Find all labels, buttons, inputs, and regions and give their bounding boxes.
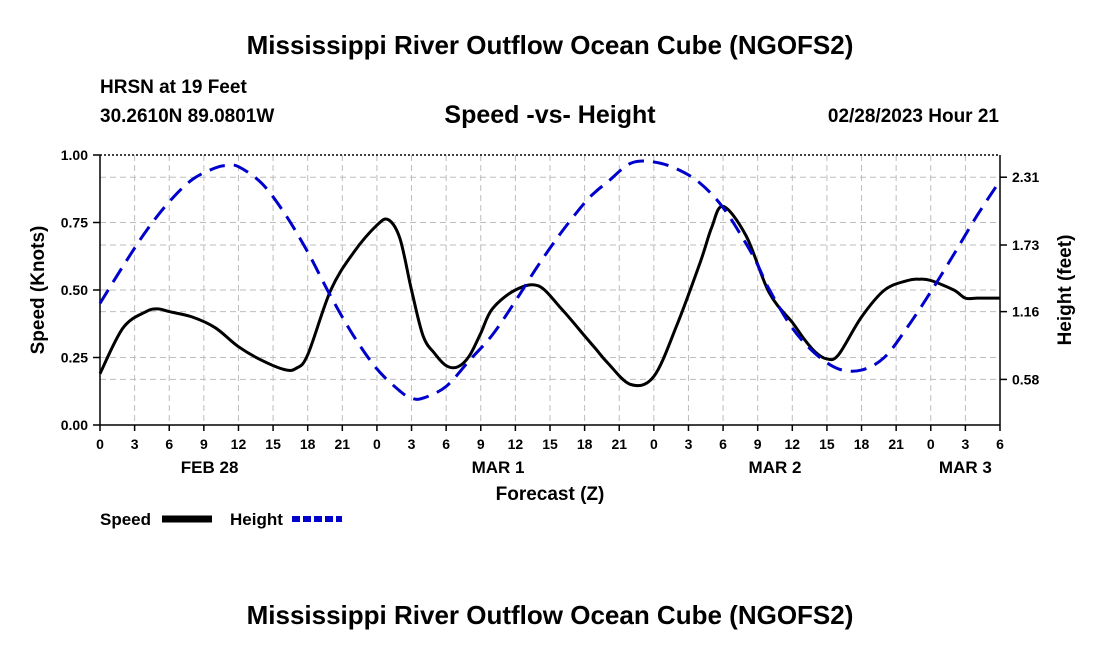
date-label: MAR 1 [472,458,525,477]
x-tick-label: 18 [577,436,593,452]
x-tick-label: 9 [477,436,485,452]
x-tick-label: 3 [685,436,693,452]
date-label: MAR 3 [939,458,992,477]
x-tick-label: 6 [442,436,450,452]
x-tick-label: 9 [754,436,762,452]
x-tick-label: 0 [927,436,935,452]
x-tick-label: 12 [231,436,247,452]
x-tick-label: 6 [996,436,1004,452]
y-tick-label: 0.00 [61,417,88,433]
legend-speed-label: Speed [100,510,151,529]
legend-height-label: Height [230,510,283,529]
x-tick-label: 21 [888,436,904,452]
x-tick-label: 21 [335,436,351,452]
y-tick-label: 0.75 [61,215,88,231]
x-tick-label: 12 [785,436,801,452]
x-tick-label: 6 [165,436,173,452]
y2-axis-title: Height (feet) [1055,235,1076,346]
x-tick-label: 15 [542,436,558,452]
y2-tick-label: 1.16 [1012,304,1039,320]
x-tick-label: 6 [719,436,727,452]
station-name: HRSN at 19 Feet [100,77,247,98]
x-tick-label: 0 [650,436,658,452]
forecast-datetime: 02/28/2023 Hour 21 [827,106,999,127]
chart-title: Speed -vs- Height [444,101,656,129]
station-coords: 30.2610N 89.0801W [100,106,275,127]
y-tick-label: 0.25 [61,350,88,366]
y2-tick-label: 0.58 [1012,371,1039,387]
speed-series-line [98,204,1000,388]
x-tick-label: 3 [961,436,969,452]
footer-title: Mississippi River Outflow Ocean Cube (NG… [246,600,854,630]
y2-tick-label: 1.73 [1012,237,1039,253]
date-label: FEB 28 [181,458,239,477]
y2-tick-label: 2.31 [1012,169,1039,185]
page-title: Mississippi River Outflow Ocean Cube (NG… [246,30,854,60]
y-tick-label: 0.50 [61,282,88,298]
x-tick-label: 15 [819,436,835,452]
y-tick-label: 1.00 [61,147,88,163]
x-tick-label: 21 [611,436,627,452]
x-axis-title: Forecast (Z) [496,484,605,505]
x-tick-label: 15 [265,436,281,452]
x-tick-label: 18 [300,436,316,452]
date-label: MAR 2 [749,458,802,477]
x-tick-label: 18 [854,436,870,452]
x-tick-label: 0 [96,436,104,452]
x-tick-label: 9 [200,436,208,452]
y-axis-title: Speed (Knots) [28,226,49,355]
x-tick-label: 12 [508,436,524,452]
x-tick-label: 3 [408,436,416,452]
x-tick-label: 3 [131,436,139,452]
x-tick-label: 0 [373,436,381,452]
height-series-line [98,159,1002,401]
